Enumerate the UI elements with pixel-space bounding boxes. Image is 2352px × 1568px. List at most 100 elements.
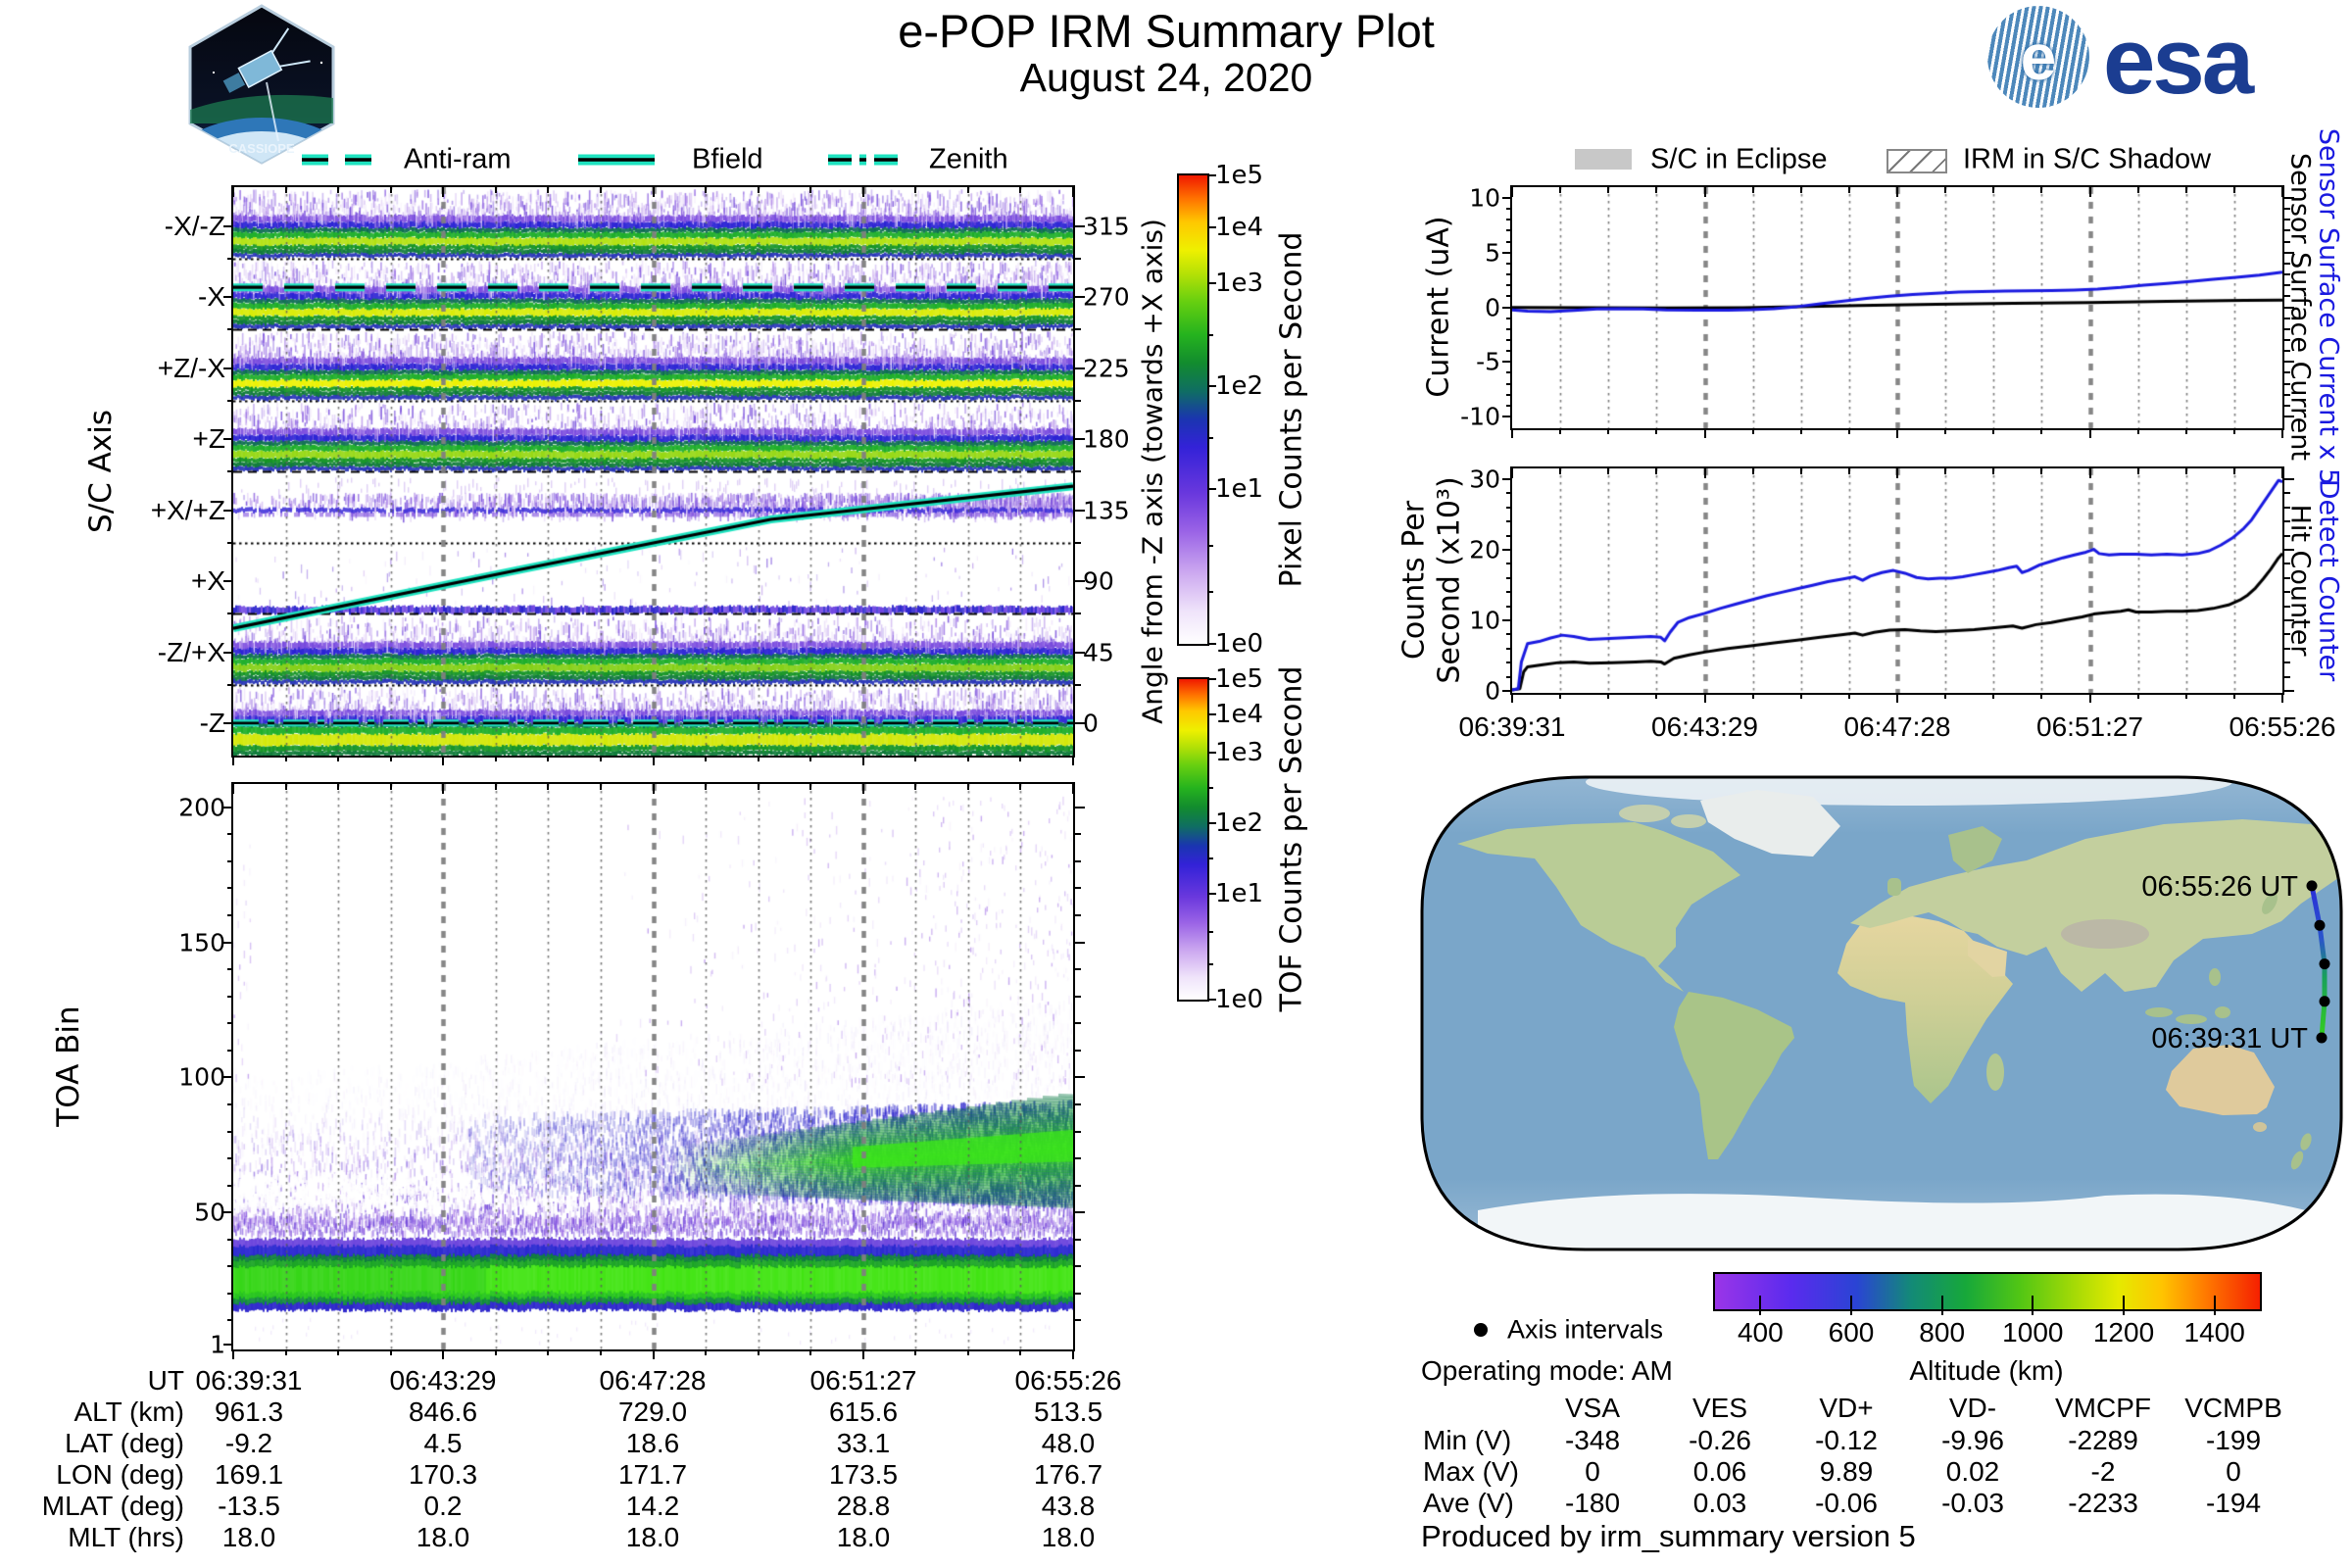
axis-tick [1506, 229, 1512, 232]
axis-tick [1075, 1076, 1085, 1079]
axis-tick [1075, 509, 1085, 512]
axis-tick [1502, 361, 1512, 364]
angle-spectrogram-canvas [233, 187, 1073, 756]
tasmania [2253, 1122, 2267, 1132]
esa-wordmark: esa [2103, 9, 2254, 114]
info-cell: 729.0 [617, 1396, 688, 1427]
axis-tick [223, 509, 233, 512]
right-time-label: 06:55:26 [2229, 711, 2336, 742]
axis-tick [1847, 187, 1850, 193]
axis-tick [861, 187, 864, 197]
indonesia-3 [2215, 1006, 2230, 1018]
toa-spectrogram-plot [231, 782, 1075, 1351]
counts-ytick: 0 [1485, 676, 1500, 706]
axis-tick [1075, 1238, 1081, 1241]
tof-cb-tick: 1e5 [1215, 664, 1264, 694]
cassiope-patch: CASSIOPE [188, 4, 335, 165]
angle-right-tick: 90 [1083, 566, 1114, 596]
axis-tick [1072, 756, 1074, 765]
axis-tick [652, 1349, 655, 1359]
axis-tick [1075, 399, 1081, 402]
info-cell: 0.2 [423, 1491, 463, 1521]
axis-tick [2136, 468, 2139, 474]
continent-eurasia [1850, 819, 2338, 992]
axis-tick [547, 784, 550, 790]
japan [2262, 893, 2278, 914]
info-cell: -13.5 [218, 1491, 280, 1521]
info-row-label: MLAT (deg) [41, 1491, 184, 1521]
counts-ytick: 20 [1469, 535, 1500, 564]
axis-tick [2232, 468, 2235, 474]
page-title: e-POP IRM Summary Plot [898, 5, 1435, 57]
axis-tick [1075, 612, 1081, 614]
legend-eclipse-swatch [1575, 149, 1632, 170]
axis-tick [442, 784, 445, 794]
axis-tick [1075, 580, 1085, 582]
info-cell: 06:47:28 [599, 1365, 707, 1396]
axis-tick [2284, 520, 2290, 523]
axis-tick [1944, 428, 1947, 434]
axis-tick [2184, 693, 2187, 699]
axis-tick [652, 756, 655, 765]
axis-tick [652, 187, 655, 197]
voltage-col-header: VMCPF [2055, 1393, 2151, 1423]
axis-tick [1506, 371, 1512, 374]
axis-tick [599, 784, 602, 790]
axis-tick [1992, 468, 1995, 474]
axis-tick [1751, 468, 1754, 474]
axis-tick [337, 756, 340, 761]
axis-tick [966, 756, 969, 761]
esa-e-glyph: e [2020, 21, 2057, 93]
axis-tick [2232, 187, 2235, 193]
axis-tick [2284, 219, 2290, 221]
axis-tick [1075, 541, 1081, 544]
axis-tick [1896, 428, 1898, 438]
axis-tick [223, 806, 233, 808]
axis-tick [1799, 468, 1802, 474]
axis-tick [227, 914, 233, 917]
axis-tick [1655, 428, 1658, 434]
axis-tick [2040, 187, 2043, 193]
axis-tick [1799, 428, 1802, 434]
axis-tick [1207, 385, 1216, 388]
axis-tick [705, 756, 708, 761]
axis-tick [2284, 327, 2290, 330]
axis-tick [1075, 722, 1085, 724]
voltage-cell: 0.02 [1945, 1456, 2000, 1487]
axis-tick [1511, 693, 1513, 703]
axis-tick [2184, 187, 2187, 193]
axis-tick [2284, 338, 2290, 341]
axis-tick [2088, 693, 2091, 703]
axis-tick [2284, 647, 2290, 650]
voltage-cell: -9.96 [1941, 1425, 2004, 1455]
philippines [2209, 968, 2221, 986]
axis-tick [1511, 428, 1513, 438]
axis-tick [2284, 591, 2290, 594]
voltage-cell: -194 [2205, 1488, 2262, 1518]
info-cell: 06:39:31 [195, 1365, 303, 1396]
axis-tick [1607, 187, 1610, 193]
axis-tick [1207, 712, 1216, 715]
axis-tick [227, 541, 233, 544]
legend-zenith-line-icon [828, 154, 905, 166]
info-cell: 18.0 [836, 1522, 891, 1552]
axis-tick [1759, 1296, 1762, 1315]
voltage-cell: 0.03 [1692, 1488, 1747, 1518]
axis-tick [227, 1049, 233, 1052]
axis-tick [227, 968, 233, 971]
counts-ytick: 30 [1469, 465, 1500, 494]
esa-globe-icon: e [1987, 6, 2089, 108]
tof-counts-colorbar [1177, 677, 1209, 1002]
axis-tick [1075, 257, 1081, 260]
british-isles [1887, 878, 1901, 896]
info-row-label: UT [147, 1365, 184, 1396]
angle-band-label: -X/-Z [164, 210, 225, 241]
toa-ytick: 100 [178, 1062, 225, 1092]
axis-tick [757, 1349, 760, 1355]
info-row-label: ALT (km) [74, 1396, 184, 1427]
axis-tick [2284, 619, 2294, 621]
axis-tick [2284, 690, 2294, 692]
axis-tick [2136, 187, 2139, 193]
axis-tick [2284, 605, 2290, 608]
axis-tick [2284, 534, 2290, 537]
